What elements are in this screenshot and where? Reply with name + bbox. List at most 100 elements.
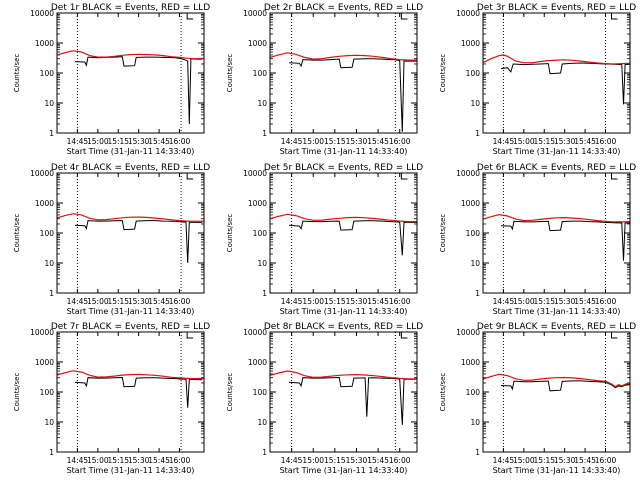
x-tick-label: 15:30	[346, 297, 368, 306]
lld-series-line	[269, 52, 417, 61]
x-tick-label: 15:15	[324, 297, 346, 306]
x-axis-label: Start Time (31-Jan-11 14:33:40)	[280, 307, 408, 316]
x-tick-label: 15:30	[346, 137, 368, 146]
lld-series-line	[56, 370, 205, 380]
x-tick-label: 15:00	[513, 137, 535, 146]
x-tick-label: 15:45	[148, 456, 170, 465]
lld-series-line	[56, 50, 205, 60]
lld-series-line	[482, 373, 631, 388]
y-tick-label: 1	[475, 448, 480, 457]
lld-series-line	[482, 54, 631, 65]
panel-title: Det 6r BLACK = Events, RED = LLD	[477, 163, 636, 173]
y-tick-label: 1000	[461, 358, 480, 367]
x-axis-label: Start Time (31-Jan-11 14:33:40)	[493, 307, 621, 316]
x-tick-label: 15:30	[128, 137, 150, 146]
interval-marker	[400, 332, 408, 339]
chart-panel-4: Det 4r BLACK = Events, RED = LLD Counts/s…	[13, 163, 210, 316]
events-series-line	[500, 220, 630, 261]
x-tick-label: 15:15	[107, 297, 129, 306]
y-tick-label: 1000	[35, 199, 54, 208]
y-tick-label: 1	[49, 448, 54, 457]
plot-frame	[269, 172, 418, 294]
panel-title: Det 7r BLACK = Events, RED = LLD	[51, 322, 210, 332]
x-tick-label: 15:15	[533, 297, 555, 306]
events-series-line	[288, 58, 417, 132]
plot-frame	[56, 12, 205, 134]
x-tick-label: 14:45	[493, 297, 515, 306]
y-tick-label: 100	[40, 69, 55, 78]
interval-marker	[400, 173, 408, 180]
x-tick-label: 14:45	[281, 137, 303, 146]
x-tick-label: 14:45	[67, 456, 89, 465]
lld-series-line	[269, 213, 417, 223]
x-tick-label: 15:00	[302, 456, 324, 465]
chart-panel-1: Det 1r BLACK = Events, RED = LLD Counts/s…	[13, 3, 210, 156]
x-tick-label: 16:00	[389, 137, 411, 146]
chart-panel-8: Det 8r BLACK = Events, RED = LLD Counts/s…	[226, 322, 423, 475]
interval-marker	[186, 173, 194, 180]
x-tick-label: 15:45	[367, 297, 389, 306]
x-tick-label: 14:45	[67, 297, 89, 306]
x-tick-label: 16:00	[389, 456, 411, 465]
x-tick-label: 15:30	[554, 137, 576, 146]
y-tick-label: 10000	[243, 9, 267, 18]
x-axis-label: Start Time (31-Jan-11 14:33:40)	[67, 466, 195, 475]
y-tick-label: 10000	[243, 328, 267, 337]
y-tick-label: 10	[257, 259, 267, 268]
y-axis-label: Counts/sec	[439, 373, 447, 412]
x-tick-label: 15:30	[554, 456, 576, 465]
y-axis-label: Counts/sec	[13, 214, 21, 253]
events-series-line	[74, 56, 203, 125]
y-tick-label: 100	[253, 69, 268, 78]
y-tick-label: 1000	[248, 199, 267, 208]
y-tick-label: 1	[262, 448, 267, 457]
panel-title: Det 9r BLACK = Events, RED = LLD	[477, 322, 636, 332]
y-tick-label: 100	[466, 388, 481, 397]
interval-marker	[611, 173, 618, 180]
x-tick-label: 14:45	[493, 456, 515, 465]
panel-title: Det 2r BLACK = Events, RED = LLD	[264, 3, 423, 13]
x-tick-label: 15:45	[574, 297, 596, 306]
x-axis-label: Start Time (31-Jan-11 14:33:40)	[493, 147, 621, 156]
lld-series-line	[269, 370, 417, 380]
x-tick-label: 15:15	[107, 137, 129, 146]
y-tick-label: 1	[262, 289, 267, 298]
interval-marker	[611, 13, 618, 20]
y-axis-label: Counts/sec	[226, 214, 234, 253]
x-tick-label: 15:45	[148, 297, 170, 306]
y-axis-label: Counts/sec	[439, 54, 447, 93]
x-tick-label: 16:00	[169, 297, 191, 306]
x-tick-label: 15:00	[302, 137, 324, 146]
x-tick-label: 16:00	[169, 456, 191, 465]
panel-title: Det 5r BLACK = Events, RED = LLD	[264, 163, 423, 173]
panel-title: Det 4r BLACK = Events, RED = LLD	[51, 163, 210, 173]
chart-panel-5: Det 5r BLACK = Events, RED = LLD Counts/s…	[226, 163, 423, 316]
x-tick-label: 15:00	[87, 456, 109, 465]
chart-panel-2: Det 2r BLACK = Events, RED = LLD Counts/s…	[226, 3, 423, 156]
x-tick-label: 15:45	[367, 456, 389, 465]
x-tick-label: 15:30	[346, 456, 368, 465]
x-tick-label: 16:00	[169, 137, 191, 146]
chart-panel-3: Det 3r BLACK = Events, RED = LLD Counts/s…	[439, 3, 636, 156]
y-tick-label: 100	[466, 69, 481, 78]
y-tick-label: 10000	[456, 328, 480, 337]
y-tick-label: 10	[44, 259, 54, 268]
x-tick-label: 15:15	[533, 456, 555, 465]
y-axis-label: Counts/sec	[226, 373, 234, 412]
plot-frame	[482, 172, 631, 294]
y-tick-label: 1	[475, 129, 480, 138]
y-tick-label: 1000	[461, 199, 480, 208]
x-tick-label: 15:15	[324, 137, 346, 146]
events-series-line	[500, 62, 631, 105]
x-tick-label: 15:45	[367, 137, 389, 146]
plot-frame	[482, 12, 631, 134]
y-axis-label: Counts/sec	[226, 54, 234, 93]
interval-marker	[611, 332, 618, 339]
y-tick-label: 10	[470, 418, 480, 427]
x-tick-label: 14:45	[67, 137, 89, 146]
x-tick-label: 15:30	[128, 297, 150, 306]
x-tick-label: 16:00	[389, 297, 411, 306]
x-axis-label: Start Time (31-Jan-11 14:33:40)	[493, 466, 621, 475]
y-tick-label: 1	[49, 289, 54, 298]
